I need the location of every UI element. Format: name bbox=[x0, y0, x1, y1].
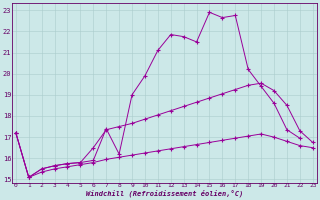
X-axis label: Windchill (Refroidissement éolien,°C): Windchill (Refroidissement éolien,°C) bbox=[86, 190, 243, 197]
